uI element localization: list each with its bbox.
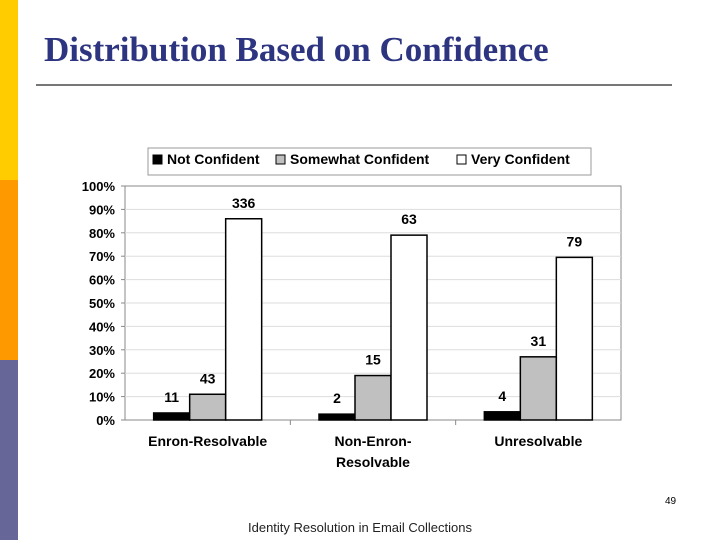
bar	[519, 356, 558, 421]
y-tick-label: 60%	[89, 273, 115, 288]
footer-text: Identity Resolution in Email Collections	[248, 520, 472, 535]
bar-value-label: 2	[333, 390, 341, 406]
legend	[147, 147, 592, 176]
bar	[224, 218, 263, 421]
title-divider	[36, 84, 672, 86]
accent-bar-yellow	[0, 0, 18, 180]
bar-value-label: 43	[200, 370, 216, 386]
bar-value-label: 4	[498, 388, 506, 404]
slide-title: Distribution Based on Confidence	[44, 30, 549, 69]
bar-value-label: 31	[531, 333, 547, 349]
x-category-label: Unresolvable	[494, 433, 582, 449]
x-category-label: Enron-Resolvable	[148, 433, 267, 449]
bar-value-label: 63	[401, 211, 417, 227]
bar-value-label: 336	[232, 195, 256, 211]
legend-label: Somewhat Confident	[290, 151, 430, 167]
x-category-label: Resolvable	[336, 454, 410, 470]
y-tick-label: 10%	[89, 390, 115, 405]
legend-label: Very Confident	[471, 151, 570, 167]
bar-value-label: 15	[365, 352, 381, 368]
bar	[152, 412, 191, 421]
accent-bar-purple	[0, 360, 18, 540]
bar-value-label: 79	[567, 233, 583, 249]
legend-swatch	[275, 154, 286, 165]
y-tick-label: 20%	[89, 366, 115, 381]
legend-swatch	[152, 154, 163, 165]
legend-swatch	[456, 154, 467, 165]
y-tick-label: 90%	[89, 202, 115, 217]
y-tick-label: 80%	[89, 226, 115, 241]
y-tick-label: 30%	[89, 343, 115, 358]
y-tick-label: 70%	[89, 249, 115, 264]
bar	[483, 411, 522, 421]
legend-label: Not Confident	[167, 151, 260, 167]
bar	[354, 374, 392, 421]
bar-value-label: 11	[164, 389, 179, 405]
accent-bar-orange	[0, 180, 18, 360]
y-tick-label: 100%	[82, 179, 116, 194]
y-tick-label: 40%	[89, 319, 115, 334]
y-tick-label: 50%	[89, 296, 115, 311]
bar	[555, 256, 594, 421]
footer-text-wrap: Identity Resolution in Email Collections	[0, 520, 720, 535]
bar	[188, 393, 227, 421]
bar	[390, 234, 428, 421]
x-category-label: Non-Enron-	[335, 433, 412, 449]
y-tick-label: 0%	[96, 413, 115, 428]
bar	[318, 413, 356, 421]
page-number: 49	[665, 496, 677, 507]
